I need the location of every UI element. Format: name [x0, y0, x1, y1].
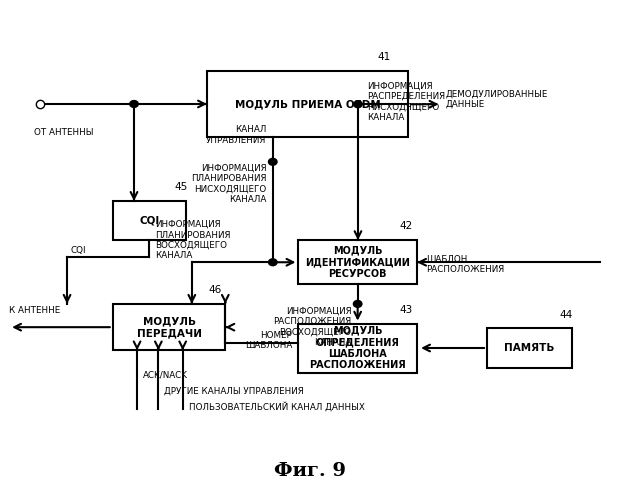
- FancyBboxPatch shape: [298, 240, 417, 284]
- FancyBboxPatch shape: [207, 71, 408, 138]
- Text: ИНФОРМАЦИЯ
ПЛАНИРОВАНИЯ
НИСХОДЯЩЕГО
КАНАЛА: ИНФОРМАЦИЯ ПЛАНИРОВАНИЯ НИСХОДЯЩЕГО КАНА…: [191, 164, 266, 204]
- Text: ДЕМОДУЛИРОВАННЫЕ
ДАННЫЕ: ДЕМОДУЛИРОВАННЫЕ ДАННЫЕ: [446, 90, 548, 109]
- Text: К АНТЕННЕ: К АНТЕННЕ: [9, 306, 60, 315]
- Text: ИНФОРМАЦИЯ
РАСПОЛОЖЕНИЯ
ВОСХОДЯЩЕГО
КАНАЛА: ИНФОРМАЦИЯ РАСПОЛОЖЕНИЯ ВОСХОДЯЩЕГО КАНА…: [273, 306, 351, 346]
- Text: ШАБЛОН
РАСПОЛОЖЕНИЯ: ШАБЛОН РАСПОЛОЖЕНИЯ: [426, 255, 504, 274]
- Text: 41: 41: [378, 52, 391, 62]
- Text: CQI: CQI: [139, 216, 160, 226]
- Circle shape: [130, 100, 138, 107]
- Text: 45: 45: [175, 182, 188, 192]
- Text: НОМЕР
ШАБЛОНА: НОМЕР ШАБЛОНА: [245, 331, 292, 350]
- FancyBboxPatch shape: [112, 304, 225, 350]
- Text: КАНАЛ
УПРАВЛЕНИЯ: КАНАЛ УПРАВЛЕНИЯ: [206, 125, 266, 144]
- Text: Фиг. 9: Фиг. 9: [274, 462, 347, 480]
- Text: 43: 43: [399, 304, 412, 314]
- Text: ОТ АНТЕННЫ: ОТ АНТЕННЫ: [34, 128, 93, 138]
- Text: ПОЛЬЗОВАТЕЛЬСКИЙ КАНАЛ ДАННЫХ: ПОЛЬЗОВАТЕЛЬСКИЙ КАНАЛ ДАННЫХ: [189, 402, 365, 411]
- Text: ИНФОРМАЦИЯ
РАСПРЕДЕЛЕНИЯ
НИСХОДЯЩЕГО
КАНАЛА: ИНФОРМАЦИЯ РАСПРЕДЕЛЕНИЯ НИСХОДЯЩЕГО КАН…: [367, 82, 445, 122]
- Text: 42: 42: [399, 222, 412, 232]
- Text: МОДУЛЬ
ПЕРЕДАЧИ: МОДУЛЬ ПЕРЕДАЧИ: [137, 316, 201, 338]
- Circle shape: [268, 158, 277, 165]
- Text: МОДУЛЬ
ИДЕНТИФИКАЦИИ
РЕСУРСОВ: МОДУЛЬ ИДЕНТИФИКАЦИИ РЕСУРСОВ: [306, 246, 410, 279]
- FancyBboxPatch shape: [487, 328, 572, 368]
- Circle shape: [353, 300, 362, 308]
- Circle shape: [268, 259, 277, 266]
- Text: МОДУЛЬ ПРИЕМА OFDM: МОДУЛЬ ПРИЕМА OFDM: [235, 99, 380, 109]
- Text: 44: 44: [560, 310, 573, 320]
- Text: ИНФОРМАЦИЯ
ПЛАНИРОВАНИЯ
ВОСХОДЯЩЕГО
КАНАЛА: ИНФОРМАЦИЯ ПЛАНИРОВАНИЯ ВОСХОДЯЩЕГО КАНА…: [155, 220, 231, 260]
- Text: МОДУЛЬ
ОПРЕДЕЛЕНИЯ
ШАБЛОНА
РАСПОЛОЖЕНИЯ: МОДУЛЬ ОПРЕДЕЛЕНИЯ ШАБЛОНА РАСПОЛОЖЕНИЯ: [309, 326, 406, 370]
- Text: ПАМЯТЬ: ПАМЯТЬ: [504, 343, 555, 353]
- Text: CQI: CQI: [70, 246, 86, 255]
- Circle shape: [354, 101, 362, 107]
- Text: ДРУГИЕ КАНАЛЫ УПРАВЛЕНИЯ: ДРУГИЕ КАНАЛЫ УПРАВЛЕНИЯ: [165, 386, 304, 395]
- FancyBboxPatch shape: [112, 201, 186, 240]
- Text: ACK/NACK: ACK/NACK: [143, 370, 188, 380]
- FancyBboxPatch shape: [298, 324, 417, 372]
- Text: 46: 46: [209, 285, 222, 295]
